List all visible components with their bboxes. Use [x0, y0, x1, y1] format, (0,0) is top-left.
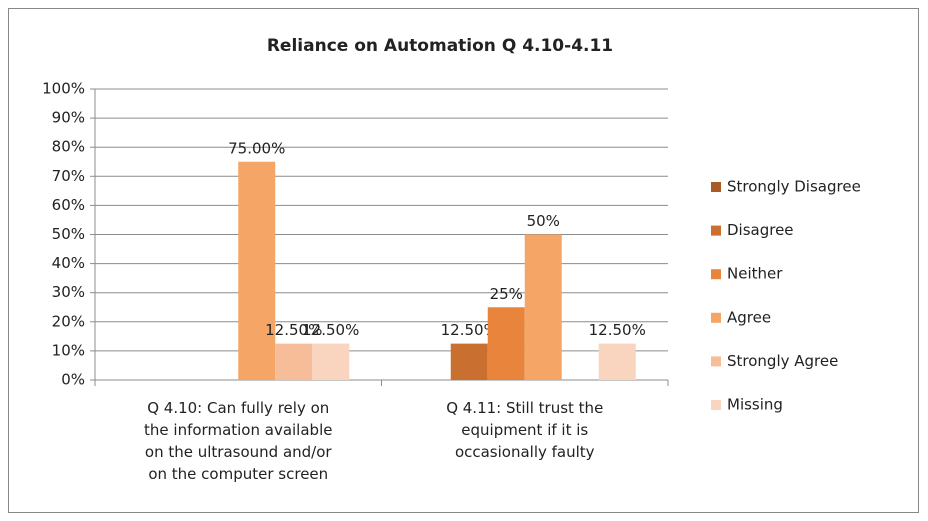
y-tick-label: 60% — [52, 196, 85, 214]
legend-label: Strongly Agree — [727, 352, 838, 370]
bar — [524, 234, 562, 380]
legend-label: Neither — [727, 265, 783, 283]
y-tick-label: 90% — [52, 109, 85, 127]
bar — [275, 343, 313, 380]
chart-title: Reliance on Automation Q 4.10-4.11 — [267, 36, 613, 56]
bar — [312, 343, 350, 380]
y-tick-label: 50% — [52, 225, 85, 243]
y-tick-label: 30% — [52, 283, 85, 301]
bar — [238, 161, 276, 380]
legend-label: Agree — [727, 308, 771, 326]
legend-swatch — [711, 312, 721, 323]
y-tick-label: 10% — [52, 341, 85, 359]
legend-swatch — [711, 356, 721, 367]
legend-label: Strongly Disagree — [727, 178, 861, 196]
legend-label: Disagree — [727, 221, 794, 239]
x-tick-label: Q 4.10: Can fully rely on the informatio… — [144, 399, 333, 483]
bar — [450, 343, 488, 380]
y-tick-label: 0% — [61, 371, 85, 389]
data-label: 12.50% — [302, 321, 359, 339]
data-label: 12.50% — [265, 321, 322, 339]
data-label: 75.00% — [228, 139, 285, 157]
legend-swatch — [711, 400, 721, 410]
y-tick-label: 100% — [42, 80, 85, 98]
data-label: 25% — [490, 285, 523, 303]
legend-swatch — [711, 225, 721, 236]
bar — [598, 343, 636, 380]
y-tick-label: 80% — [52, 138, 85, 156]
y-tick-label: 40% — [52, 254, 85, 272]
y-tick-label: 20% — [52, 312, 85, 330]
legend-swatch — [711, 182, 721, 192]
y-tick-label: 70% — [52, 167, 85, 185]
bar — [487, 307, 525, 380]
legend-label: Missing — [727, 396, 783, 414]
legend-swatch — [711, 269, 721, 280]
data-label: 50% — [527, 212, 560, 230]
data-label: 12.50% — [589, 321, 646, 339]
chart-border — [8, 8, 919, 513]
data-label: 12.50% — [441, 321, 498, 339]
x-tick-label: Q 4.11: Still trust the equipment if it … — [446, 399, 604, 461]
